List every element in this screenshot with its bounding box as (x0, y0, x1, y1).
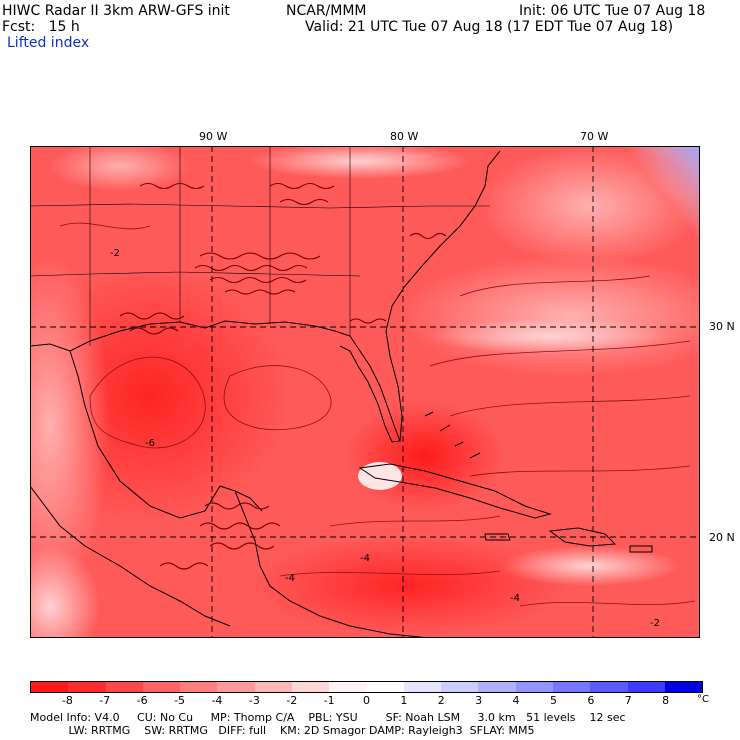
init-time: Init: 06 UTC Tue 07 Aug 18 (519, 3, 706, 19)
colorbar-labels: -8 -7 -6 -5 -4 -3 -2 -1 0 1 2 3 4 5 6 7 8 (30, 694, 703, 708)
convective-contours (119, 182, 447, 570)
colorbar-cell (105, 682, 143, 692)
field-shade-cuba-pale (358, 462, 402, 490)
colorbar-tick-label: 6 (587, 694, 595, 707)
model-title: HIWC Radar II 3km ARW-GFS init (2, 3, 230, 19)
colorbar-cell (31, 682, 69, 692)
field-shade-caribbean-pale (500, 546, 680, 586)
map-panel: -2 -4 -4 -2 -4 -6 (30, 146, 700, 638)
colorbar-cell (366, 682, 404, 692)
colorbar-cell (478, 682, 516, 692)
colorbar-tick-label: 3 (475, 694, 483, 707)
forecast-hour: Fcst: 15 h (2, 19, 80, 35)
coast-cuba (358, 463, 552, 519)
coast-us-atlantic (385, 150, 501, 442)
colorbar-cell (217, 682, 255, 692)
colorbar-cell (403, 682, 442, 692)
colorbar-tick-label: 8 (662, 694, 670, 707)
contour-label: -4 (510, 593, 520, 604)
model-info-line1: Model Info: V4.0 CU: No Cu MP: Thomp C/A… (30, 711, 626, 724)
colorbar-tick-label: -5 (174, 694, 186, 707)
colorbar-tick-label: 1 (400, 694, 408, 707)
lon-label-80w: 80 W (390, 130, 419, 143)
colorbar-cell (664, 682, 703, 692)
colorbar-cell (441, 682, 479, 692)
contour-label: -6 (145, 438, 155, 449)
colorbar-tick-label: -6 (136, 694, 148, 707)
valid-time: Valid: 21 UTC Tue 07 Aug 18 (17 EDT Tue … (305, 19, 674, 35)
coast-bahamas (424, 411, 481, 459)
colorbar-unit: °C (697, 694, 709, 705)
colorbar-tick-label: -3 (248, 694, 260, 707)
state-borders (30, 146, 490, 346)
coast-hispaniola (548, 527, 617, 547)
colorbar-cell (552, 682, 591, 692)
colorbar-cell (590, 682, 628, 692)
colorbar-tick-label: 2 (437, 694, 445, 707)
lat-label-30n: 30 N (709, 320, 735, 333)
coastlines (30, 146, 653, 638)
contour-label: -2 (110, 248, 120, 259)
field-shade-caribbean (250, 536, 570, 636)
contour-label: -4 (285, 573, 295, 584)
colorbar-cell (627, 682, 665, 692)
colorbar-tick-label: -2 (286, 694, 298, 707)
colorbar-tick-label: 0 (363, 694, 370, 707)
model-info-line2: LW: RRTMG SW: RRTMG DIFF: full KM: 2D Sm… (30, 724, 535, 737)
field-shade-midwest-pale (50, 146, 190, 191)
lon-label-70w: 70 W (580, 130, 609, 143)
coast-mexico (69, 350, 263, 519)
colorbar-cell (68, 682, 106, 692)
colorbar-tick-label: -1 (323, 694, 335, 707)
field-shade-atlantic-pale (430, 318, 670, 354)
colorbar-tick-label: 5 (549, 694, 557, 707)
border-us-mexico (30, 343, 71, 352)
coast-jamaica (484, 533, 511, 541)
coast-mexico-pacific (30, 485, 231, 627)
coast-yucatan (234, 490, 321, 617)
lifted-index-map: -2 -4 -4 -2 -4 -6 (30, 146, 700, 638)
lifted-index-contours (59, 222, 696, 607)
colorbar-tick-label: 7 (624, 694, 632, 707)
lon-label-90w: 90 W (199, 130, 228, 143)
field-shade-carolina-pale (250, 146, 470, 179)
coast-puerto-rico (629, 545, 653, 553)
field-shade-straits (345, 401, 505, 511)
org-label: NCAR/MMM (286, 3, 367, 19)
colorbar-tick-label: -8 (61, 694, 73, 707)
colorbar (30, 681, 703, 693)
lat-label-20n: 20 N (709, 531, 735, 544)
colorbar-tick-label: -7 (99, 694, 111, 707)
field-name: Lifted index (7, 35, 90, 51)
field-shade-northeast-blue (590, 146, 700, 266)
colorbar-cell (329, 682, 367, 692)
field-shade-pacific-pale (30, 546, 100, 638)
contour-label: -2 (650, 618, 660, 629)
colorbar-cell (291, 682, 330, 692)
map-frame (30, 146, 700, 638)
colorbar-cell (142, 682, 181, 692)
colorbar-cell (515, 682, 553, 692)
contour-label: -4 (360, 553, 370, 564)
colorbar-tick-label: -4 (211, 694, 223, 707)
colorbar-cell (254, 682, 292, 692)
lat-lon-grid (30, 146, 700, 638)
colorbar-tick-label: 4 (512, 694, 520, 707)
coast-central-america (319, 615, 431, 638)
colorbar-cell (180, 682, 218, 692)
